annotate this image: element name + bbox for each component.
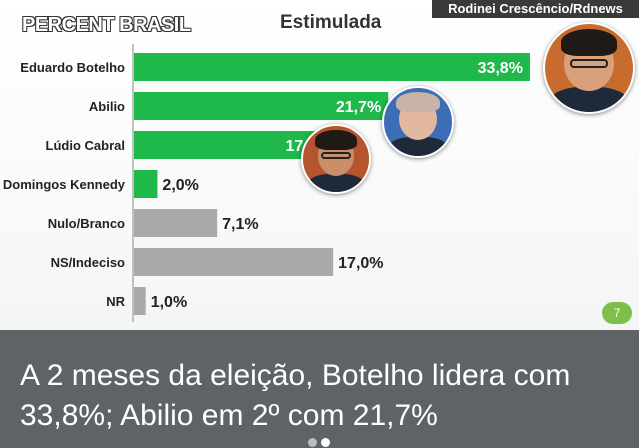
bar [134, 248, 334, 276]
carousel-dot-1[interactable] [308, 438, 317, 447]
category-label: Eduardo Botelho [20, 60, 125, 75]
value-label: 2,0% [162, 177, 198, 194]
category-label: Lúdio Cabral [46, 138, 125, 153]
bar [134, 92, 389, 120]
brand-logo: PERCENT BRASIL [22, 14, 191, 36]
comment-count-badge[interactable]: 7 [602, 302, 632, 324]
bar [134, 170, 158, 198]
carousel-dot-2[interactable] [321, 438, 330, 447]
bar-chart: Eduardo Botelho 33,8% Abilio 21,7% Lúdio Cab… [3, 44, 530, 322]
bar [134, 53, 530, 81]
value-label: 21,7% [336, 99, 381, 116]
photo-credit: Rodinei Crescêncio/Rdnews [432, 0, 639, 18]
value-label: 7,1% [222, 216, 258, 233]
candidate-photo-cabral [301, 124, 371, 194]
category-label: NR [106, 294, 125, 309]
category-label: Nulo/Branco [48, 216, 125, 231]
candidate-photo-abilio [382, 86, 454, 158]
value-label: 1,0% [151, 294, 187, 311]
headline-banner[interactable]: A 2 meses da eleição, Botelho lidera com… [0, 330, 639, 448]
value-label: 17,0% [338, 255, 383, 272]
category-label: Abilio [89, 99, 125, 114]
bar [134, 209, 218, 237]
bar [134, 287, 146, 315]
value-label: 33,8% [478, 60, 523, 77]
chart-subtitle: Estimulada [280, 12, 382, 33]
category-label: NS/Indeciso [51, 255, 125, 270]
category-label: Domingos Kennedy [3, 177, 126, 192]
candidate-photo-botelho [543, 22, 635, 114]
chart-area: Eduardo Botelho 33,8% Abilio 21,7% Lúdio Cab… [0, 0, 639, 330]
headline[interactable]: A 2 meses da eleição, Botelho lidera com… [20, 359, 571, 432]
